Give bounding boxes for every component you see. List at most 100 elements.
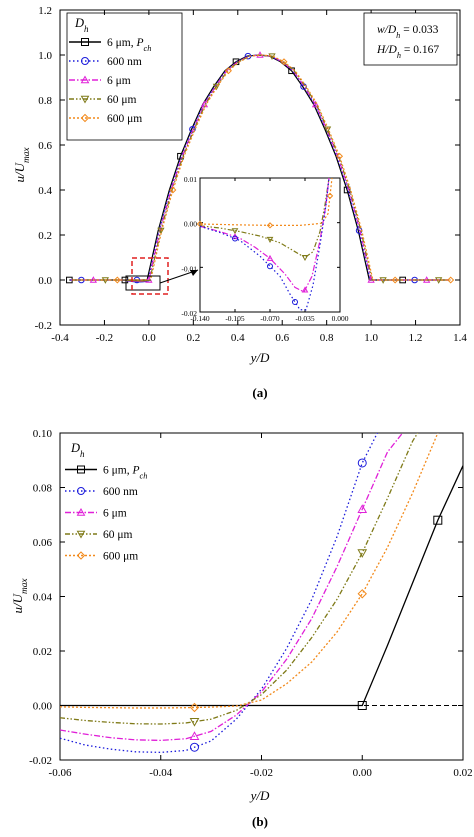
- a-y-tick-label: 0.2: [38, 230, 52, 242]
- a-plot-frame: [59, 9, 461, 326]
- diamond-marker: [326, 192, 334, 200]
- diamond-marker: [391, 276, 399, 284]
- b-series-line: [60, 433, 404, 742]
- triangle-down-marker: [76, 530, 86, 539]
- b-y-tick-label: -0.02: [29, 755, 52, 767]
- diamond-marker: [336, 152, 344, 160]
- chart-b: -0.06 -0.04 -0.02 0.00 0.02 -0.02 0.00 0.02 0.04…: [10, 428, 473, 829]
- triangle-marker: [311, 100, 320, 108]
- circle-marker: [232, 235, 238, 242]
- circle-marker: [357, 458, 367, 468]
- a-y-tick-label: 0.8: [38, 95, 52, 107]
- a-x-tick-label: 1.4: [453, 332, 467, 344]
- triangle-marker: [357, 504, 368, 513]
- b-y-axis-label: u/Umax: [10, 578, 30, 614]
- chart-a: -0.4 -0.2 0.0 0.2 0.4 0.6 0.8 1.0 1.2 1.4-0.20.00…: [12, 5, 467, 400]
- triangle-down-marker: [80, 95, 90, 104]
- triangle-down-marker: [266, 236, 274, 243]
- a-legend-label: 60 μm: [107, 94, 137, 106]
- a-y-tick-label: 0.6: [38, 140, 52, 152]
- a-inset-bg: [200, 178, 340, 312]
- a-x-tick-label: 0.2: [186, 332, 200, 344]
- triangle-down-marker: [323, 126, 332, 134]
- b-legend-label: 60 μm: [103, 529, 133, 541]
- a-x-tick-label: 1.2: [409, 332, 423, 344]
- a-x-tick-label: 0.8: [320, 332, 334, 344]
- b-y-tick-label: 0.00: [33, 701, 53, 713]
- inset-y-tick-label: 0.00: [184, 220, 197, 229]
- square-marker: [177, 152, 184, 160]
- b-x-tick-label: -0.04: [149, 767, 172, 779]
- diamond-marker: [266, 222, 274, 229]
- triangle-marker: [80, 75, 90, 84]
- a-zoom-arrowhead: [190, 270, 198, 276]
- a-legend-label: 6 μm: [107, 75, 131, 87]
- a-legend-box: [66, 12, 183, 141]
- b-x-tick-label: 0.00: [353, 767, 373, 779]
- inset-series-line: [199, 177, 330, 259]
- square-marker: [357, 701, 367, 710]
- b-legend-label: 6 μm: [103, 508, 127, 520]
- triangle-marker: [266, 254, 274, 261]
- inset-y-tick-label: -0.01: [181, 264, 197, 273]
- a-legend-label: 6 μm, Pch: [107, 37, 151, 53]
- b-legend-label: 6 μm, Pch: [103, 465, 147, 481]
- diamond-marker: [447, 276, 455, 284]
- square-marker: [343, 186, 351, 194]
- inset-y-tick-label: -0.02: [181, 309, 197, 318]
- square-marker: [433, 515, 443, 525]
- inset-x-tick-label: -0.035: [295, 314, 315, 323]
- a-y-tick-label: 0.0: [38, 275, 52, 287]
- square-marker: [77, 465, 85, 474]
- a-y-tick-label: 1.0: [38, 50, 52, 62]
- a-y-axis-label: u/Umax: [12, 147, 32, 183]
- a-y-tick-label: 1.2: [38, 5, 52, 17]
- diamond-marker: [280, 58, 288, 66]
- a-near-wall-dip: [122, 279, 152, 282]
- b-plot-frame: [59, 432, 464, 761]
- b-legend-label: 600 nm: [103, 486, 138, 498]
- a-annotation-box: [363, 12, 458, 66]
- b-x-tick-label: -0.06: [49, 767, 72, 779]
- a-legend-label: 600 μm: [107, 113, 142, 125]
- b-x-tick-label: 0.02: [453, 767, 472, 779]
- b-y-tick-label: 0.06: [33, 537, 53, 549]
- b-y-tick-label: 0.10: [33, 428, 53, 440]
- inset-x-tick-label: 0.000: [332, 314, 349, 323]
- inset-x-tick-label: -0.140: [190, 314, 210, 323]
- diamond-marker: [189, 702, 200, 713]
- a-panel-label: (a): [252, 385, 267, 400]
- diamond-marker: [76, 551, 86, 560]
- circle-marker: [77, 487, 85, 495]
- inset-x-tick-label: -0.105: [225, 314, 245, 323]
- b-x-axis-label: y/D: [249, 788, 270, 803]
- a-x-tick-label: 1.0: [364, 332, 378, 344]
- a-x-tick-label: -0.2: [96, 332, 113, 344]
- b-legend-title: Dh: [70, 441, 85, 459]
- b-y-tick-label: 0.02: [33, 646, 52, 658]
- triangle-down-marker: [231, 228, 239, 235]
- inset-y-tick-label: 0.01: [184, 175, 197, 184]
- triangle-down-marker: [189, 717, 200, 727]
- a-legend-label: 600 nm: [107, 56, 142, 68]
- b-panel-label: (b): [252, 814, 268, 829]
- b-series-line: [60, 433, 378, 754]
- a-x-tick-label: 0.4: [231, 332, 245, 344]
- a-zoom-region-box: [125, 275, 161, 291]
- b-series-line: [60, 465, 463, 707]
- a-y-tick-label: 0.4: [38, 185, 52, 197]
- a-x-tick-label: -0.4: [51, 332, 69, 344]
- b-y-tick-label: 0.08: [33, 483, 53, 495]
- triangle-marker: [76, 507, 86, 516]
- b-series-line: [60, 433, 439, 709]
- a-annotation-w: w/Dh = 0.033: [377, 24, 439, 40]
- a-annotation-h: H/Dh = 0.167: [376, 44, 439, 60]
- b-legend-label: 600 μm: [103, 551, 138, 563]
- b-y-tick-label: 0.04: [33, 592, 53, 604]
- a-legend-title: Dh: [74, 16, 89, 34]
- a-zoom-highlight-box: [131, 257, 169, 295]
- square-marker: [81, 38, 89, 46]
- diamond-marker: [113, 276, 121, 284]
- circle-marker: [267, 263, 273, 270]
